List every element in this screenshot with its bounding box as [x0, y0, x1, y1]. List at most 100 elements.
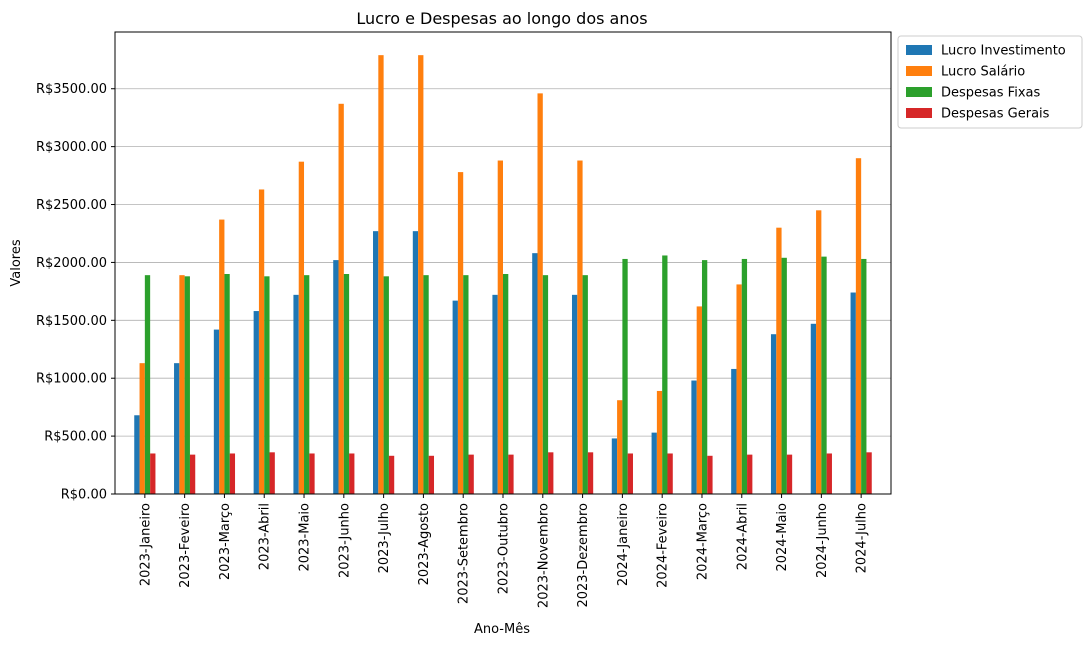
bar	[343, 274, 350, 494]
legend-swatch	[906, 87, 932, 97]
bar	[747, 454, 753, 494]
bar	[542, 275, 549, 494]
bar	[253, 311, 259, 494]
bar	[810, 323, 817, 494]
legend: Lucro Investimento Lucro Salário Despesas …	[897, 35, 1083, 129]
y-axis: R$0.00 R$500.00 R$1000.00 R$1500.00 R$2000.0…	[36, 82, 115, 503]
bar	[508, 454, 514, 494]
y-tick-label: R$3500.00	[36, 82, 107, 97]
bar	[497, 160, 503, 495]
y-tick-label: R$0.00	[61, 488, 107, 503]
bar	[662, 255, 668, 494]
x-axis-title: Ano-Mês	[474, 622, 530, 637]
bar	[179, 275, 185, 494]
legend-swatch	[906, 66, 932, 76]
bar	[850, 292, 856, 494]
y-tick-label: R$500.00	[44, 430, 107, 445]
bar	[333, 260, 339, 494]
bar	[861, 258, 867, 494]
bar	[418, 55, 424, 494]
x-tick-label: 2023-Setembro	[457, 503, 472, 604]
bar	[468, 454, 474, 494]
bar	[617, 400, 623, 494]
bar	[150, 453, 156, 494]
bar	[388, 455, 395, 494]
x-tick-label: 2024-Junho	[815, 503, 830, 578]
bar	[731, 368, 737, 494]
bar	[189, 454, 196, 494]
x-tick-label: 2023-Dezembro	[576, 503, 591, 608]
legend-swatch	[906, 108, 932, 118]
chart-title: Lucro e Despesas ao longo dos anos	[356, 9, 647, 28]
legend-label: Lucro Investimento	[941, 44, 1066, 59]
legend-frame	[897, 35, 1083, 129]
bar	[696, 306, 702, 494]
bar	[378, 55, 384, 494]
bar	[707, 455, 713, 494]
bar	[741, 258, 748, 494]
y-tick-label: R$1000.00	[36, 372, 107, 387]
bar	[338, 103, 344, 494]
x-tick-label: 2024-Feveiro	[656, 503, 671, 588]
x-tick-label: 2023-Janeiro	[138, 503, 153, 586]
x-tick-label: 2023-Junho	[337, 503, 352, 578]
x-tick-label: 2023-Março	[218, 503, 233, 580]
bar	[577, 160, 583, 495]
y-axis-title: Valores	[9, 239, 24, 286]
y-tick-label: R$2000.00	[36, 256, 107, 271]
bar	[269, 452, 275, 494]
bar	[309, 453, 315, 494]
bar	[656, 390, 663, 494]
bar	[736, 284, 742, 494]
bar	[537, 93, 543, 495]
x-tick-label: 2024-Julho	[855, 503, 870, 573]
x-tick-label: 2023-Julho	[377, 503, 392, 573]
bar	[428, 455, 435, 494]
bar	[258, 189, 265, 494]
bar	[134, 415, 140, 494]
bars	[134, 55, 872, 495]
bar	[826, 453, 832, 494]
bar	[611, 438, 618, 494]
x-tick-label: 2023-Maio	[298, 503, 313, 572]
x-tick-label: 2023-Agosto	[417, 503, 432, 585]
x-tick-label: 2023-Outubro	[497, 503, 512, 594]
bar	[304, 275, 310, 494]
x-tick-label: 2023-Feveiro	[178, 503, 193, 588]
bar	[174, 363, 180, 494]
bar	[781, 257, 787, 494]
x-tick-label: 2024-Março	[695, 503, 710, 580]
bar	[582, 275, 588, 494]
x-axis: 2023-Janeiro 2023-Feveiro 2023-Março 2023-A…	[138, 494, 870, 608]
bar	[139, 363, 145, 494]
legend-swatch	[906, 45, 932, 55]
legend-label: Despesas Gerais	[941, 107, 1050, 122]
bar	[691, 380, 697, 494]
bar	[770, 334, 777, 494]
bar	[855, 158, 862, 495]
bar	[786, 454, 793, 494]
bar	[492, 294, 498, 494]
bar	[383, 276, 389, 494]
bar	[452, 300, 458, 494]
x-tick-label: 2023-Novembro	[536, 503, 551, 608]
x-tick-label: 2024-Abril	[735, 503, 750, 570]
y-tick-label: R$3000.00	[36, 140, 107, 155]
bar	[463, 275, 469, 494]
bar	[457, 172, 464, 494]
bar	[701, 260, 708, 494]
y-tick-label: R$1500.00	[36, 314, 107, 329]
bar	[229, 453, 236, 494]
bar	[373, 231, 379, 494]
bar	[349, 453, 355, 494]
bar	[532, 253, 538, 494]
bar	[503, 274, 509, 494]
bar	[622, 258, 628, 494]
bar	[184, 276, 190, 494]
bar	[667, 453, 673, 494]
bar	[821, 256, 827, 494]
legend-label: Despesas Fixas	[941, 86, 1040, 101]
y-tick-label: R$2500.00	[36, 198, 107, 213]
legend-label: Lucro Salário	[941, 65, 1025, 80]
